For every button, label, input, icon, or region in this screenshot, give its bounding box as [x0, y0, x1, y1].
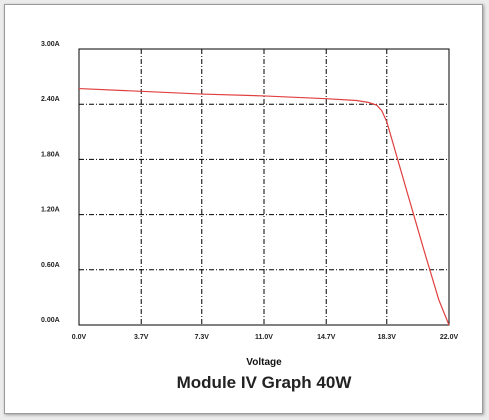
y-tick-label-0: 0.00A — [41, 317, 60, 324]
iv-curve-0 — [78, 87, 450, 326]
y-tick-label-2: 1.20A — [41, 207, 60, 214]
y-tick-label-4: 2.40A — [41, 96, 60, 103]
chart-frame: 0.0V 3.7V 7.3V 11.0V 14.7V 18.3V 22.0V 0.00A 0.6… — [4, 4, 483, 414]
y-tick-label-3: 1.80A — [41, 151, 60, 158]
axis-layer — [78, 48, 450, 326]
x-tick-label-3: 11.0V — [255, 334, 273, 341]
iv-chart: 0.0V 3.7V 7.3V 11.0V 14.7V 18.3V 22.0V 0.00A 0.6… — [41, 41, 458, 392]
grid-layer — [79, 49, 449, 325]
x-tick-label-4: 14.7V — [317, 334, 336, 341]
x-tick-label-1: 3.7V — [134, 334, 149, 341]
plot-border — [78, 48, 450, 326]
x-tick-label-0: 0.0V — [72, 334, 87, 341]
series-layer — [78, 87, 450, 326]
y-tick-label-5: 3.00A — [41, 41, 60, 48]
chart-title: Module IV Graph 40W — [177, 373, 353, 392]
x-tick-label-5: 18.3V — [378, 334, 397, 341]
y-tick-label-1: 0.60A — [41, 262, 60, 269]
x-axis-label: Voltage — [246, 357, 282, 368]
x-tick-label-2: 7.3V — [195, 334, 210, 341]
x-tick-label-6: 22.0V — [440, 334, 459, 341]
tick-label-layer: 0.0V 3.7V 7.3V 11.0V 14.7V 18.3V 22.0V 0.00A 0.6… — [41, 41, 458, 341]
